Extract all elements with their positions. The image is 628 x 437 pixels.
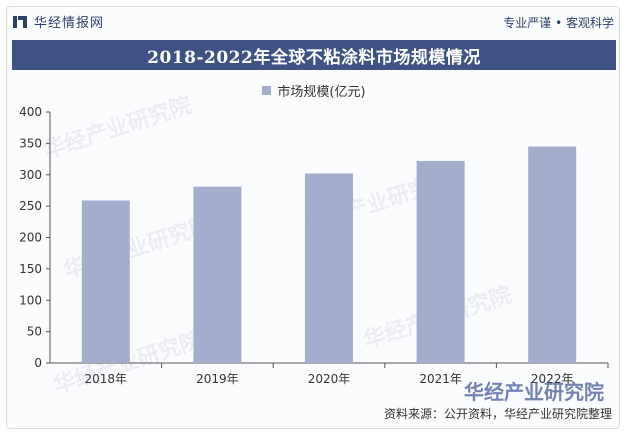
brand-name: 华经情报网 <box>34 16 105 31</box>
source-note: 资料来源：公开资料，华经产业研究院整理 <box>383 407 612 421</box>
y-tick-label: 150 <box>19 262 42 276</box>
bar <box>305 173 353 363</box>
slogan: 专业严谨 • 客观科学 <box>503 16 614 30</box>
y-tick-label: 300 <box>19 168 42 182</box>
corner-watermark: 华经产业研究院 <box>464 380 604 404</box>
x-tick-label: 2019年 <box>196 372 239 386</box>
brand: 华经情报网 <box>12 12 104 31</box>
y-tick-label: 50 <box>27 325 42 339</box>
legend: 市场规模(亿元) <box>0 81 628 100</box>
x-tick-label: 2018年 <box>85 372 128 386</box>
bar <box>193 186 242 363</box>
bar <box>416 160 465 363</box>
legend-label: 市场规模(亿元) <box>277 85 366 100</box>
y-tick-label: 250 <box>19 199 42 213</box>
plot-area: 0 50 100 150 200 250 300 350 400 2018年 2019年 2020年 2… <box>19 105 609 386</box>
y-tick-label: 0 <box>34 356 42 370</box>
y-tick-label: 100 <box>19 293 42 307</box>
bar <box>528 146 577 363</box>
bar <box>81 200 130 363</box>
x-tick-label: 2022年 <box>531 372 574 386</box>
y-tick-label: 400 <box>19 105 42 119</box>
y-tick-label: 350 <box>19 136 42 150</box>
x-tick-label: 2021年 <box>419 372 462 386</box>
top-bar: 华经情报网 专业严谨 • 客观科学 <box>12 10 616 36</box>
y-tick-label: 200 <box>19 231 42 245</box>
chart-title: 2018-2022年全球不粘涂料市场规模情况 <box>12 40 616 70</box>
legend-swatch <box>262 86 272 95</box>
brand-logo-icon <box>13 15 27 28</box>
x-tick-label: 2020年 <box>308 372 351 386</box>
